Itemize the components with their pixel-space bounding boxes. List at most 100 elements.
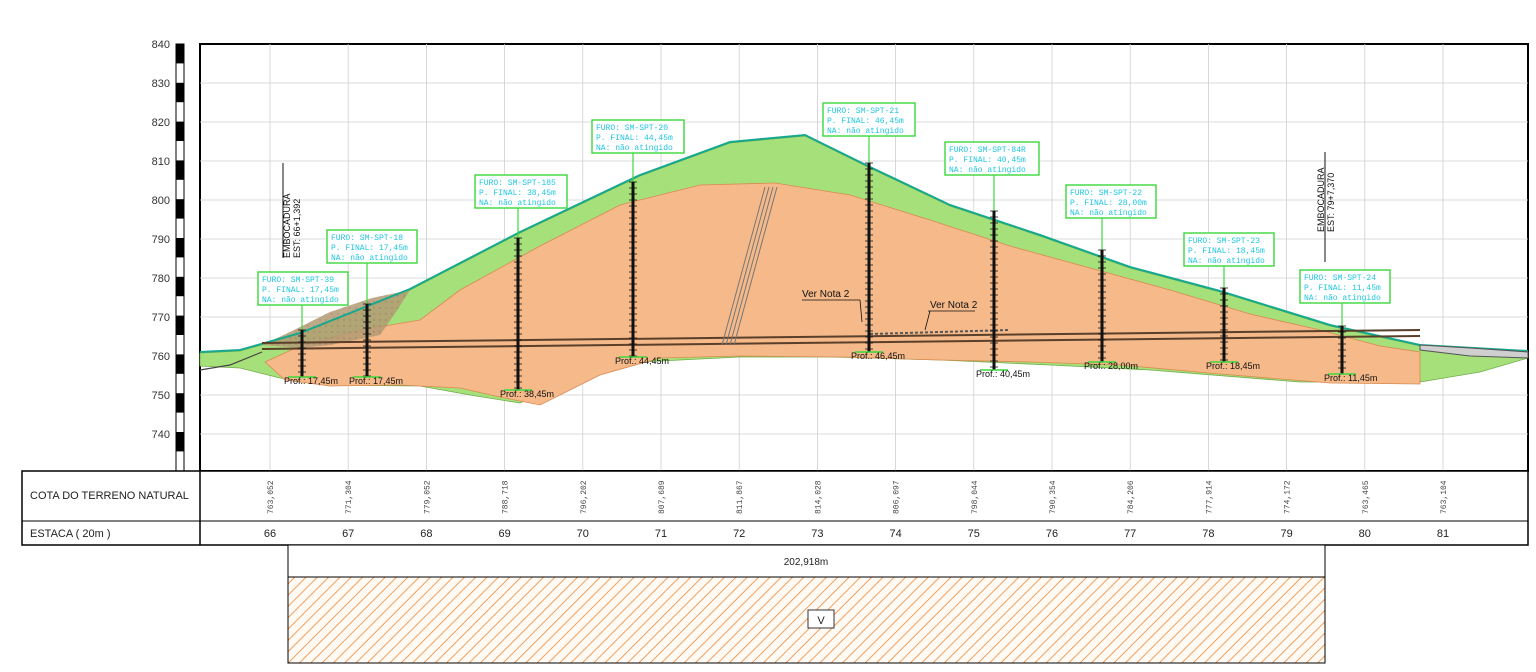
station-label: 71 xyxy=(655,528,667,540)
geology-layers xyxy=(199,133,1529,406)
note-b-segment xyxy=(869,329,1011,335)
tunnel-axis xyxy=(261,329,1421,350)
borehole-depth-label: Prof.: 38,45m xyxy=(500,389,554,399)
y-tick-label: 760 xyxy=(152,351,170,363)
left-portal-ground xyxy=(199,351,263,371)
terrain-elevation-value: 763,465 xyxy=(1362,480,1371,514)
terrain-elevation-value: 798,044 xyxy=(971,480,980,514)
y-tick-label: 800 xyxy=(152,195,170,207)
right-portal-ground xyxy=(1419,344,1529,359)
note-b: Ver Nota 2 xyxy=(924,300,978,331)
borehole-depth-label: Prof.: 17,45m xyxy=(349,376,403,386)
borehole-final-depth: P. FINAL: 18,45m xyxy=(1188,247,1265,256)
terrain-elevation-value: 779,052 xyxy=(423,480,432,514)
borehole-water-level: NA: não atingido xyxy=(262,296,339,305)
station-label: 70 xyxy=(577,528,589,540)
portal-left: EMBOCADURA EST: 66+1,392 xyxy=(282,163,302,258)
y-tick-label: 750 xyxy=(152,390,170,402)
fault-lines xyxy=(721,186,778,346)
station-label: 78 xyxy=(1202,528,1214,540)
terrain-elevation-value: 811,867 xyxy=(736,480,745,514)
borehole-depth-label: Prof.: 40,45m xyxy=(976,369,1030,379)
rock-layer xyxy=(264,182,1421,406)
section-class-label: V xyxy=(817,615,825,627)
profile-table: COTA DO TERRENO NATURAL ESTACA ( 20m ) 6… xyxy=(21,470,1529,546)
borehole-depth-label: Prof.: 18,45m xyxy=(1206,361,1260,371)
borehole-final-depth: P. FINAL: 11,45m xyxy=(1304,284,1381,293)
portal-left-title: EMBOCADURA xyxy=(282,193,292,258)
svg-text:Ver Nota 2: Ver Nota 2 xyxy=(802,289,850,300)
station-label: 69 xyxy=(498,528,510,540)
note-a: Ver Nota 2 xyxy=(802,289,863,323)
station-label: 76 xyxy=(1046,528,1058,540)
borehole-water-level: NA: não atingido xyxy=(1070,209,1147,218)
y-tick-label: 840 xyxy=(152,39,170,51)
y-tick-label: 830 xyxy=(152,78,170,90)
station-label: 81 xyxy=(1437,528,1449,540)
y-tick-label: 780 xyxy=(152,273,170,285)
station-label: 79 xyxy=(1280,528,1292,540)
borehole-id: FURO: SM-SPT-39 xyxy=(262,276,334,285)
borehole-final-depth: P. FINAL: 17,45m xyxy=(331,244,408,253)
borehole-water-level: NA: não atingido xyxy=(827,127,904,136)
portal-right-title: EMBOCADURA xyxy=(1316,167,1326,232)
y-tick-label: 790 xyxy=(152,234,170,246)
row-label-cota: COTA DO TERRENO NATURAL xyxy=(30,490,189,502)
terrain-elevation-value: 806,097 xyxy=(893,480,902,514)
station-label: 72 xyxy=(733,528,745,540)
borehole-depth-label: Prof.: 46,45m xyxy=(851,351,905,361)
terrain-elevation-value: 796,202 xyxy=(580,480,589,514)
terrain-elevation-value: 771,304 xyxy=(345,480,354,514)
station-label: 77 xyxy=(1124,528,1136,540)
portal-left-station: EST: 66+1,392 xyxy=(292,199,302,258)
y-tick-label: 820 xyxy=(152,117,170,129)
borehole-id: FURO: SM-SPT-18 xyxy=(331,234,403,243)
terrain-elevation-value: 774,172 xyxy=(1284,480,1293,514)
y-tick-label: 740 xyxy=(152,429,170,441)
station-label: 73 xyxy=(811,528,823,540)
section-class-block: 202,918m V xyxy=(287,544,1326,664)
station-label: 74 xyxy=(889,528,901,540)
borehole-id: FURO: SM-SPT-185 xyxy=(479,179,556,188)
borehole-id: FURO: SM-SPT-20 xyxy=(596,124,668,133)
terrain-elevation-value: 814,028 xyxy=(814,480,823,514)
borehole-water-level: NA: não atingido xyxy=(596,144,673,153)
borehole-final-depth: P. FINAL: 17,45m xyxy=(262,286,339,295)
terrain-elevation-value: 763,104 xyxy=(1440,480,1449,514)
portal-right-station: EST: 79+7,370 xyxy=(1326,173,1336,232)
borehole-water-level: NA: não atingido xyxy=(1188,257,1265,266)
station-label: 67 xyxy=(342,528,354,540)
borehole-final-depth: P. FINAL: 28,00m xyxy=(1070,199,1147,208)
terrain-elevation-value: 784,206 xyxy=(1127,480,1136,514)
portal-right: EMBOCADURA EST: 79+7,370 xyxy=(1316,152,1336,262)
tunnel-length: 202,918m xyxy=(784,557,828,568)
borehole-id: FURO: SM-SPT-23 xyxy=(1188,237,1260,246)
borehole-water-level: NA: não atingido xyxy=(1304,294,1381,303)
station-label: 68 xyxy=(420,528,432,540)
borehole-final-depth: P. FINAL: 40,45m xyxy=(949,156,1026,165)
y-axis-labels: 840 830 820 810 800 790 780 770 760 750 740 xyxy=(152,39,170,441)
borehole-water-level: NA: não atingido xyxy=(479,199,556,208)
borehole-depth-label: Prof.: 17,45m xyxy=(284,376,338,386)
terrain-elevation-value: 790,354 xyxy=(1049,480,1058,514)
elevation-scale xyxy=(175,43,185,472)
borehole-id: FURO: SM-SPT-22 xyxy=(1070,189,1142,198)
borehole-water-level: NA: não atingido xyxy=(949,166,1026,175)
borehole-id: FURO: SM-SPT-24 xyxy=(1304,274,1376,283)
station-label: 75 xyxy=(968,528,980,540)
terrain-elevation-value: 788,718 xyxy=(502,480,511,514)
borehole-id: FURO: SM-SPT-21 xyxy=(827,107,899,116)
y-tick-label: 770 xyxy=(152,312,170,324)
borehole-final-depth: P. FINAL: 46,45m xyxy=(827,117,904,126)
row-label-estaca: ESTACA ( 20m ) xyxy=(30,528,110,540)
